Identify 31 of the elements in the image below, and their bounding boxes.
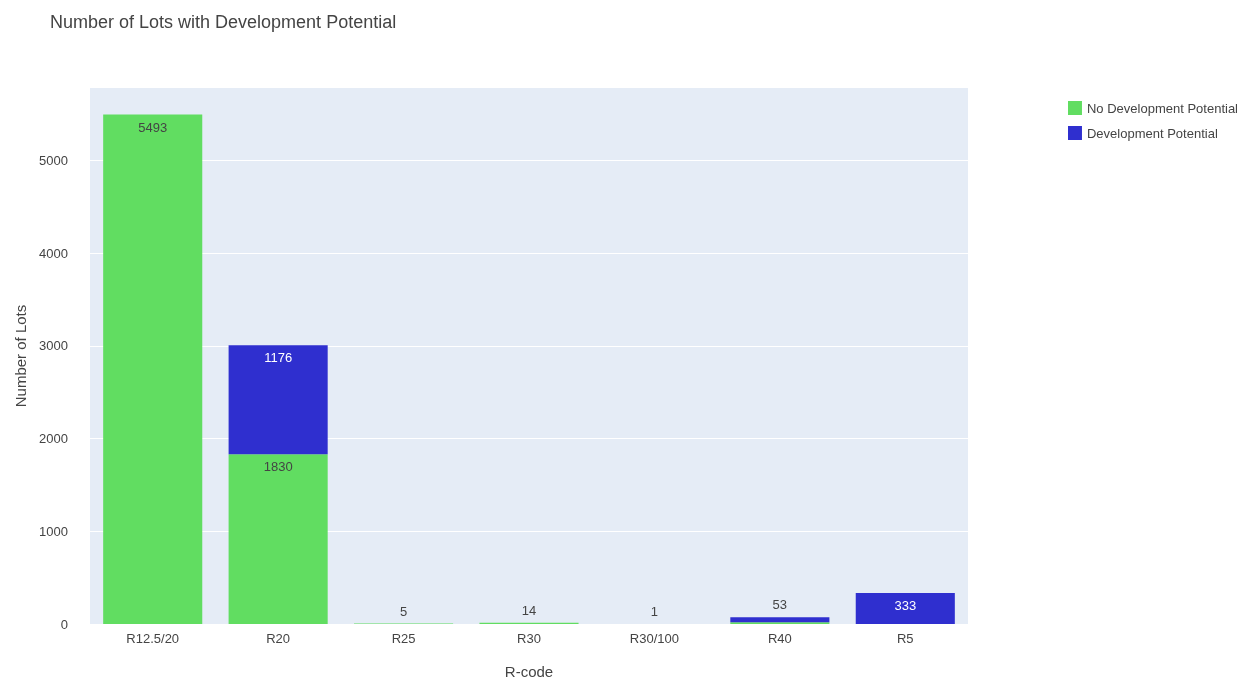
y-tick-label: 3000 <box>39 338 68 354</box>
y-tick-label: 0 <box>60 616 68 632</box>
x-tick-label: R25 <box>391 631 416 646</box>
y-axis-title: Number of Lots <box>12 304 29 408</box>
legend-label: Development Potential <box>1086 125 1218 141</box>
bar <box>855 593 955 624</box>
x-tick-label: R20 <box>266 631 291 646</box>
y-tick-label: 1000 <box>39 523 68 539</box>
x-tick-label: R12.5/20 <box>126 631 180 646</box>
bar <box>228 454 328 624</box>
bar <box>730 617 830 623</box>
bar <box>228 345 328 455</box>
data-label: 53 <box>772 597 788 613</box>
data-label: 1 <box>650 603 659 619</box>
data-label: 1830 <box>263 459 293 475</box>
data-label: 5493 <box>138 119 168 135</box>
x-axis-title: R-code <box>504 663 554 680</box>
x-tick-label: R40 <box>767 631 792 646</box>
legend-label: No Development Potential <box>1086 100 1239 116</box>
y-tick-label: 5000 <box>39 152 68 168</box>
data-label: 333 <box>894 598 917 614</box>
x-tick-label: R30 <box>517 631 541 646</box>
data-label: 14 <box>521 602 537 618</box>
bar <box>103 114 203 624</box>
y-tick-label: 4000 <box>39 245 68 261</box>
data-label: 1176 <box>264 350 293 366</box>
y-tick-label: 2000 <box>39 431 68 447</box>
x-tick-label: R30/100 <box>629 631 680 646</box>
data-label: 5 <box>399 603 408 619</box>
x-tick-label: R5 <box>896 631 914 646</box>
chart-title: Number of Lots with Development Potential <box>50 12 397 32</box>
